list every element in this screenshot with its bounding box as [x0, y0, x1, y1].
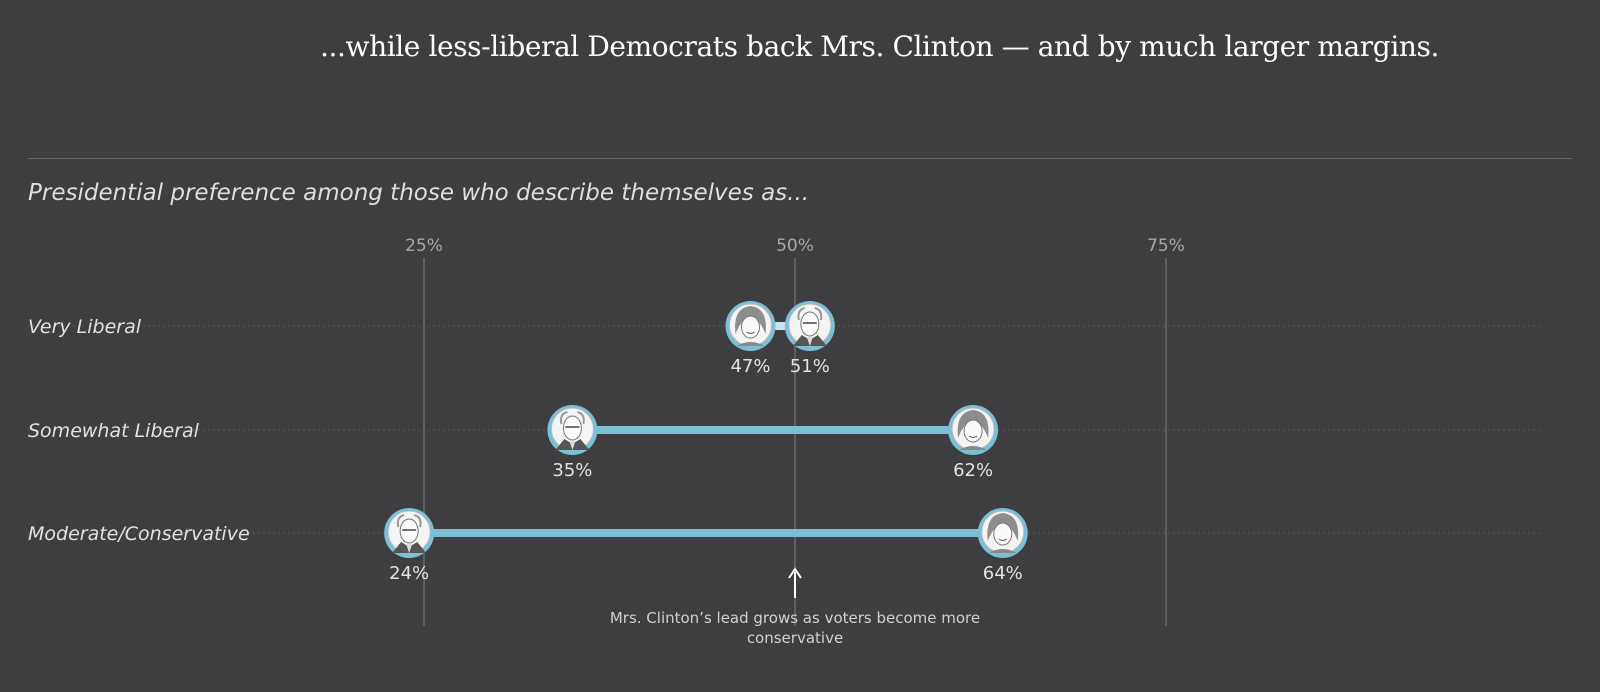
category-label: Moderate/Conservative — [28, 523, 250, 545]
face — [963, 419, 983, 443]
row-2: Moderate/Conservative 64% 24% — [28, 508, 1028, 584]
arrow-head — [788, 567, 802, 579]
hair-left — [396, 514, 405, 528]
category-label: Very Liberal — [28, 316, 142, 338]
sanders-portrait-icon — [547, 405, 598, 455]
tick-label: 50% — [776, 236, 814, 256]
tick-label: 75% — [1147, 236, 1185, 256]
hair — [957, 410, 989, 438]
face — [800, 311, 820, 337]
clinton-portrait-icon — [977, 508, 1028, 558]
hair-left — [797, 307, 806, 321]
value-label: 62% — [953, 460, 993, 481]
hair — [735, 306, 766, 334]
face — [993, 522, 1013, 546]
shoulders — [988, 549, 1017, 553]
hair-left — [560, 411, 568, 425]
hair — [987, 513, 1019, 541]
annotation-text: conservative — [747, 629, 843, 647]
face — [399, 518, 419, 544]
face — [740, 315, 760, 339]
shirt — [406, 544, 413, 553]
shirt — [569, 441, 576, 450]
shoulders — [959, 446, 988, 450]
divider — [28, 158, 1572, 159]
value-label: 64% — [983, 563, 1023, 584]
tick-label: 25% — [405, 236, 443, 256]
face — [562, 415, 582, 441]
gridlines: 25% 50% 75% — [28, 236, 1542, 626]
chart-title: Presidential preference among those who … — [28, 180, 810, 206]
shoulders — [736, 342, 765, 346]
headline: ...while less-liberal Democrats back Mrs… — [320, 30, 1439, 63]
sanders-portrait-icon — [384, 508, 435, 558]
row-0: Very Liberal 47% 51% — [28, 301, 835, 377]
clinton-portrait-icon — [948, 405, 999, 455]
annotation: Mrs. Clinton’s lead grows as voters beco… — [610, 567, 980, 647]
value-label: 24% — [389, 563, 429, 584]
hair-right — [577, 411, 585, 425]
row-1: Somewhat Liberal 62% 35% — [28, 405, 999, 481]
clinton-portrait-icon — [725, 301, 776, 351]
hair-right — [814, 307, 823, 321]
annotation-text: Mrs. Clinton’s lead grows as voters beco… — [610, 609, 980, 627]
value-label: 35% — [552, 460, 592, 481]
hair-right — [413, 514, 422, 528]
mouth — [968, 435, 978, 438]
value-label: 51% — [790, 356, 830, 377]
mouth — [998, 538, 1008, 541]
sanders-portrait-icon — [784, 301, 835, 351]
mouth — [746, 331, 755, 334]
value-label: 47% — [730, 356, 770, 377]
category-label: Somewhat Liberal — [28, 420, 200, 442]
shirt — [806, 337, 813, 346]
chart-rows: Very Liberal 47% 51% Somewhat Liberal 62% 35%… — [28, 301, 1028, 584]
